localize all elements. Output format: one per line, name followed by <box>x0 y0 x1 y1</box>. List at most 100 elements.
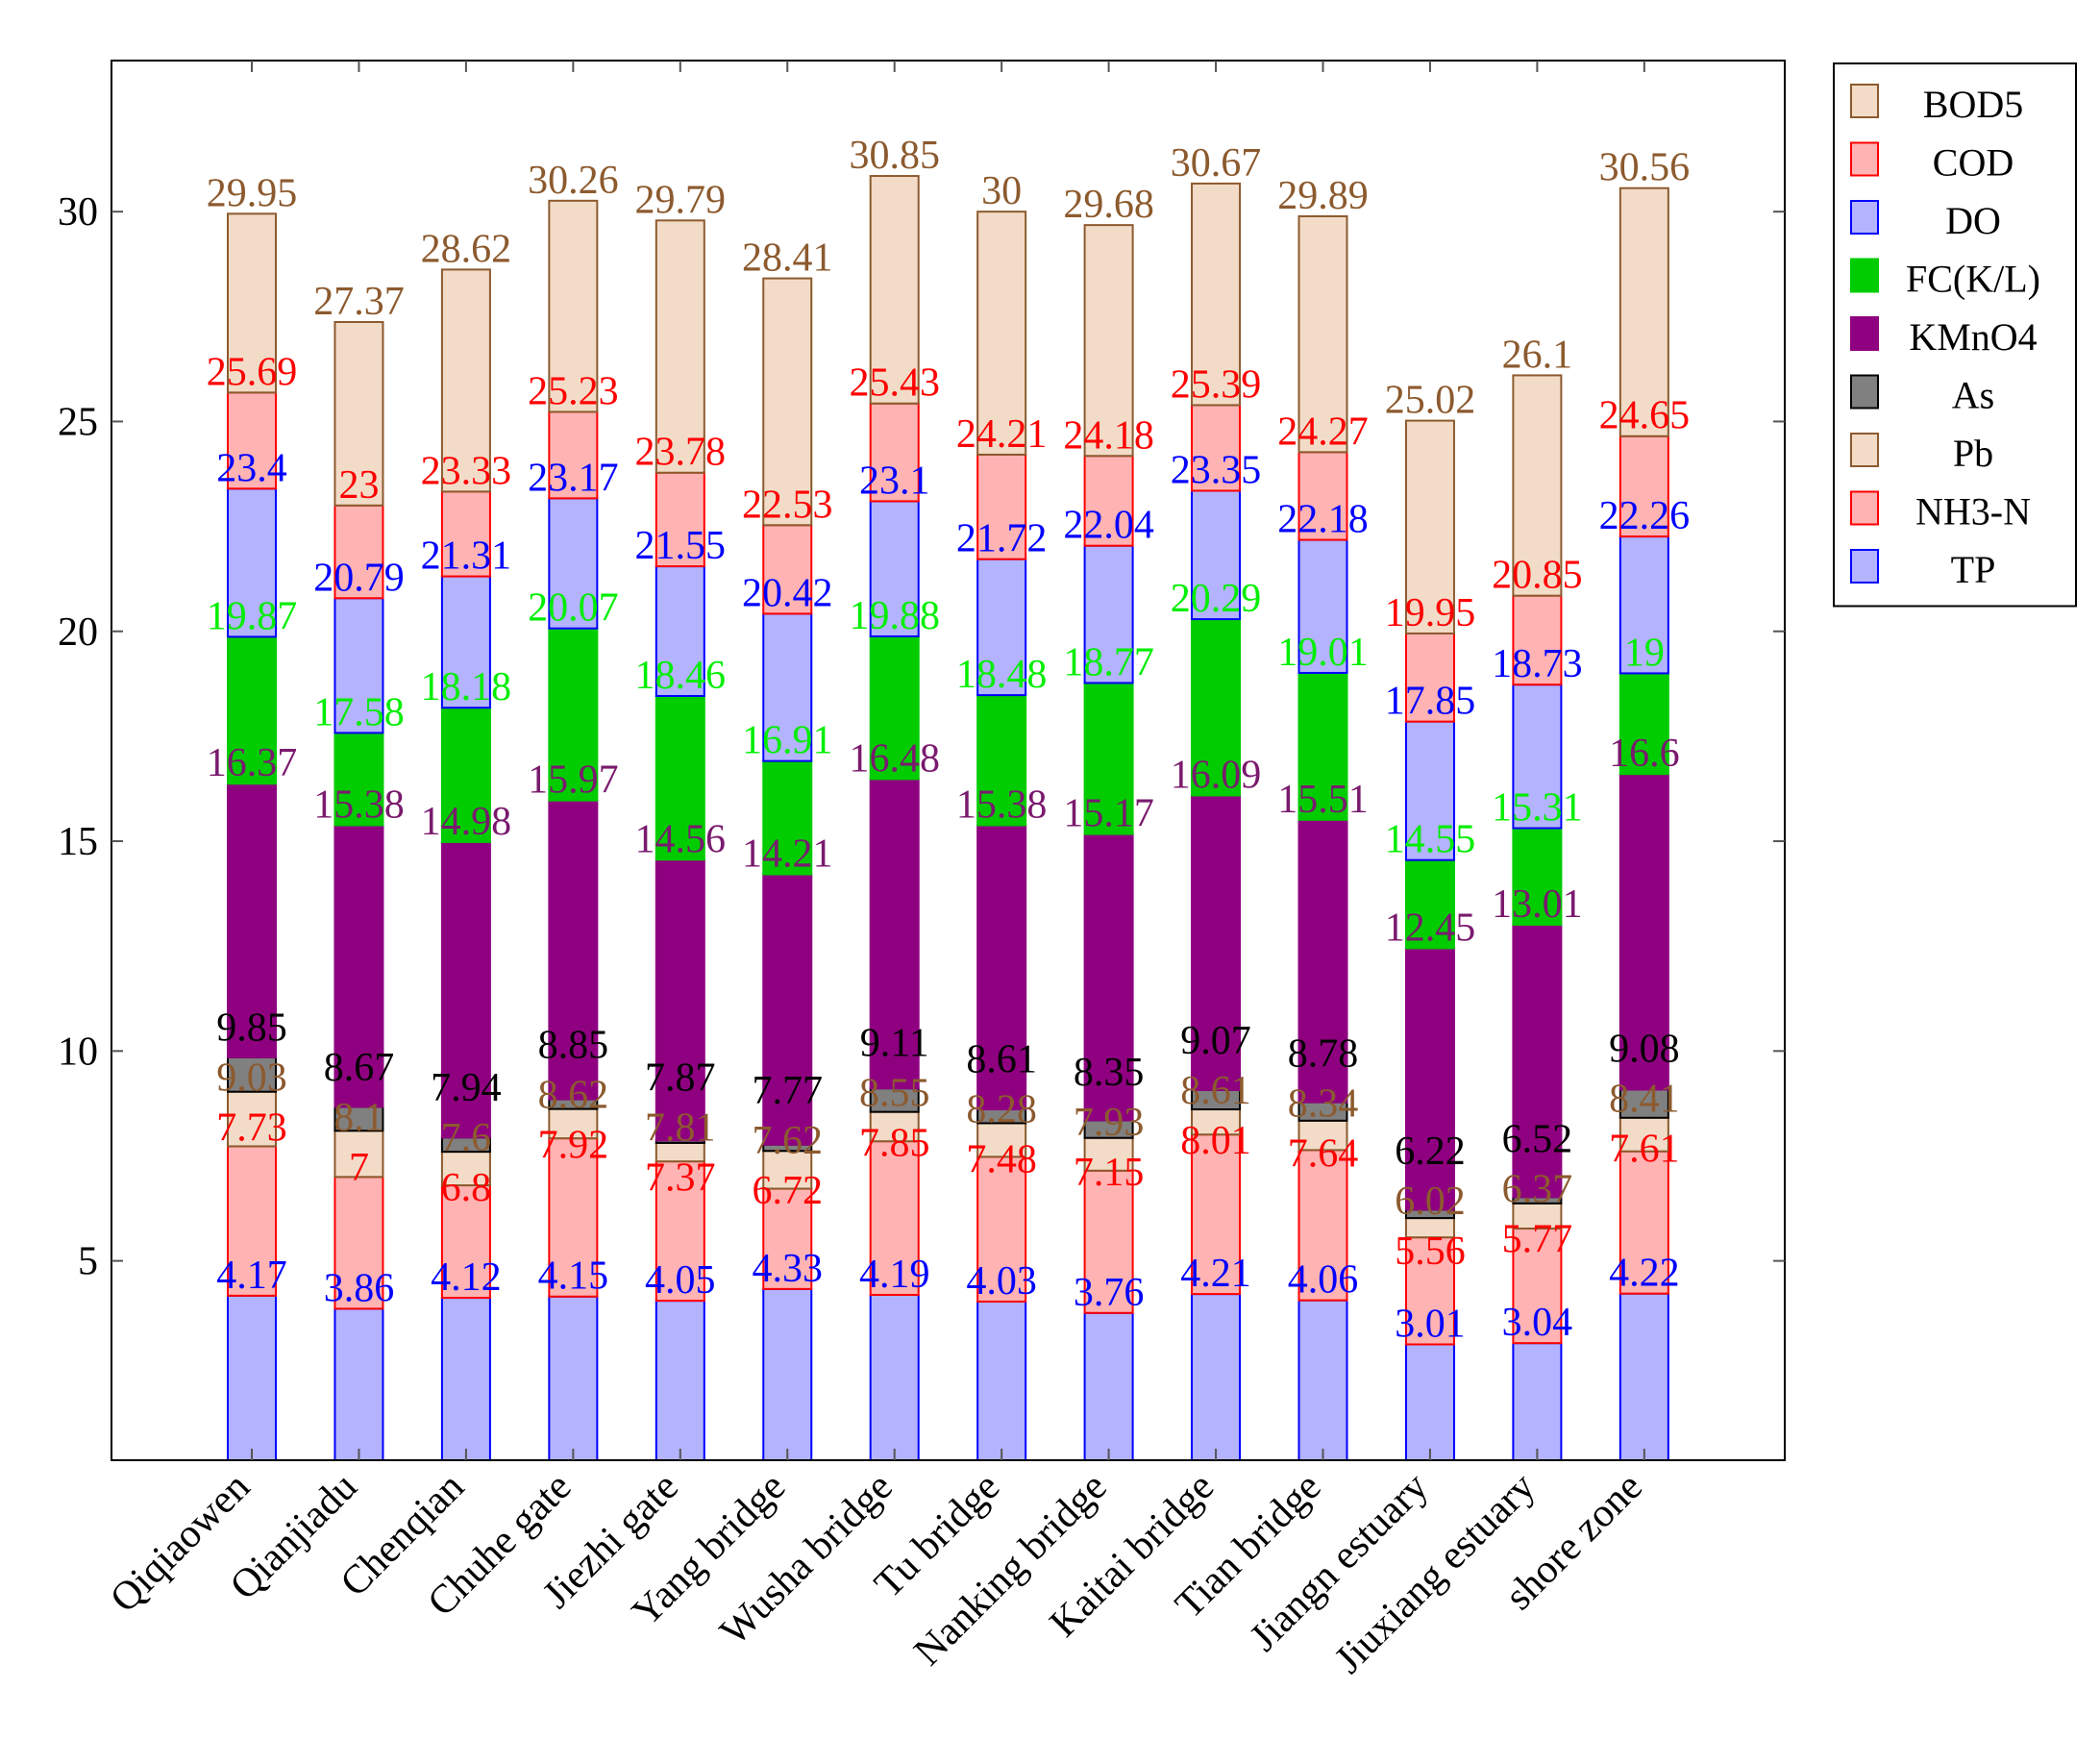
data-label: 7.62 <box>753 1119 824 1163</box>
data-label: 4.22 <box>1609 1252 1680 1296</box>
y-tick-label: 15 <box>58 820 98 864</box>
data-label: 7.6 <box>441 1116 492 1160</box>
bar-segment-cod <box>976 453 1027 560</box>
bar-segment-kmno4 <box>334 824 384 1108</box>
data-label: 6.22 <box>1395 1130 1466 1174</box>
x-tick-label: Nanking bridge <box>906 1465 1116 1675</box>
data-label: 15.38 <box>313 783 405 827</box>
data-label: 3.01 <box>1395 1303 1466 1347</box>
data-label: 7.85 <box>859 1122 930 1166</box>
data-label: 18.48 <box>956 653 1048 697</box>
data-label: 6.37 <box>1502 1167 1573 1211</box>
bar-segment-pb <box>976 1122 1027 1158</box>
data-label: 21.72 <box>956 517 1048 561</box>
bar-segment-kmno4 <box>1404 947 1455 1211</box>
bar-segment-do <box>869 500 920 637</box>
bar-segment-tp <box>976 1300 1027 1462</box>
data-label: 20.29 <box>1171 577 1262 621</box>
bars-layer <box>227 175 1669 1462</box>
data-label: 20.42 <box>742 571 833 615</box>
data-label: 25.43 <box>849 361 940 406</box>
data-label: 5.77 <box>1502 1217 1573 1261</box>
data-label: 15.38 <box>956 783 1048 827</box>
data-label: 7.73 <box>216 1106 287 1151</box>
bar-segment-fc-k-l- <box>1512 827 1563 926</box>
data-label: 26.1 <box>1502 333 1573 377</box>
data-label: 9.85 <box>216 1006 287 1051</box>
data-label: 23.78 <box>635 431 727 475</box>
data-label: 24.65 <box>1599 394 1691 438</box>
legend-swatch <box>1850 258 1879 293</box>
legend-swatch <box>1850 490 1879 526</box>
data-label: 23.35 <box>1171 448 1262 492</box>
bar-segment-bod5 <box>869 175 920 405</box>
data-labels-layer: 29.95 25.69 23.4 19.87 16.37 9.85 9.03 7.73 4.17… <box>207 134 1690 1346</box>
data-label: 25.23 <box>528 369 619 413</box>
bar-segment-pb <box>1191 1108 1242 1136</box>
bar-segment-do <box>334 597 384 734</box>
bar-segment-cod <box>1618 435 1669 538</box>
bar-segment-fc-k-l- <box>1618 672 1669 776</box>
bar-segment-tp <box>548 1295 599 1462</box>
bar-segment-tp <box>1512 1342 1563 1462</box>
bar-segment-kmno4 <box>976 824 1027 1111</box>
data-label: 7.92 <box>538 1123 609 1167</box>
data-label: 8.55 <box>859 1072 930 1116</box>
legend-label: BOD5 <box>1923 83 2023 126</box>
data-label: 28.62 <box>421 227 512 271</box>
data-label: 30.67 <box>1171 141 1262 186</box>
data-label: 30.56 <box>1599 146 1691 190</box>
y-tick-label: 30 <box>58 190 98 235</box>
data-label: 3.86 <box>324 1266 395 1310</box>
bar-segment-bod5 <box>1083 224 1134 458</box>
legend-swatch <box>1850 316 1879 351</box>
bar-segment-do <box>1618 535 1669 675</box>
data-label: 8.78 <box>1288 1032 1359 1077</box>
bar-segment-nh3-n <box>1297 1149 1348 1302</box>
data-label: 19.95 <box>1385 591 1476 635</box>
data-label: 8.41 <box>1609 1078 1680 1122</box>
data-label: 24.18 <box>1063 413 1154 458</box>
data-label: 30.26 <box>528 159 619 203</box>
legend-swatch <box>1850 549 1879 584</box>
legend-label: As <box>1952 374 1994 417</box>
bar-segment-do <box>440 575 491 709</box>
bar-segment-kmno4 <box>1191 794 1242 1091</box>
data-label: 17.58 <box>313 690 405 734</box>
legend-label: COD <box>1933 141 2014 185</box>
bar-segment-fc-k-l- <box>976 694 1027 827</box>
bar-segment-fc-k-l- <box>227 635 277 785</box>
data-label: 7.37 <box>645 1155 716 1200</box>
bar-segment-fc-k-l- <box>1297 671 1348 821</box>
bar-segment-kmno4 <box>655 858 705 1142</box>
data-label: 18.18 <box>421 665 512 709</box>
data-label: 24.21 <box>956 412 1048 457</box>
data-label: 4.19 <box>859 1253 930 1297</box>
data-label: 4.15 <box>538 1255 609 1299</box>
bar-segment-nh3-n <box>1083 1169 1134 1314</box>
bar-segment-nh3-n <box>440 1184 491 1300</box>
bar-segment-bod5 <box>334 320 384 507</box>
data-label: 4.06 <box>1288 1258 1359 1303</box>
bar-segment-nh3-n <box>548 1137 599 1298</box>
data-label: 4.05 <box>645 1258 716 1303</box>
data-label: 18.77 <box>1063 640 1154 684</box>
data-label: 14.98 <box>421 800 512 844</box>
data-label: 20.79 <box>313 556 405 600</box>
bar-segment-cod <box>440 490 491 578</box>
legend-label: TP <box>1951 548 1996 591</box>
data-label: 29.89 <box>1277 174 1369 218</box>
bar-segment-kmno4 <box>227 783 277 1058</box>
y-tick-label: 20 <box>58 610 98 655</box>
bar-segment-tp <box>762 1287 813 1461</box>
bar-segment-tp <box>869 1293 920 1462</box>
data-label: 21.31 <box>421 534 512 579</box>
data-label: 7.81 <box>645 1106 716 1150</box>
data-label: 15.31 <box>1492 786 1583 831</box>
legend-label: DO <box>1945 199 2001 242</box>
bar-segment-fc-k-l- <box>1083 682 1134 835</box>
data-label: 7.48 <box>966 1137 1037 1181</box>
bar-segment-nh3-n <box>227 1145 277 1297</box>
data-label: 15.97 <box>528 758 619 803</box>
